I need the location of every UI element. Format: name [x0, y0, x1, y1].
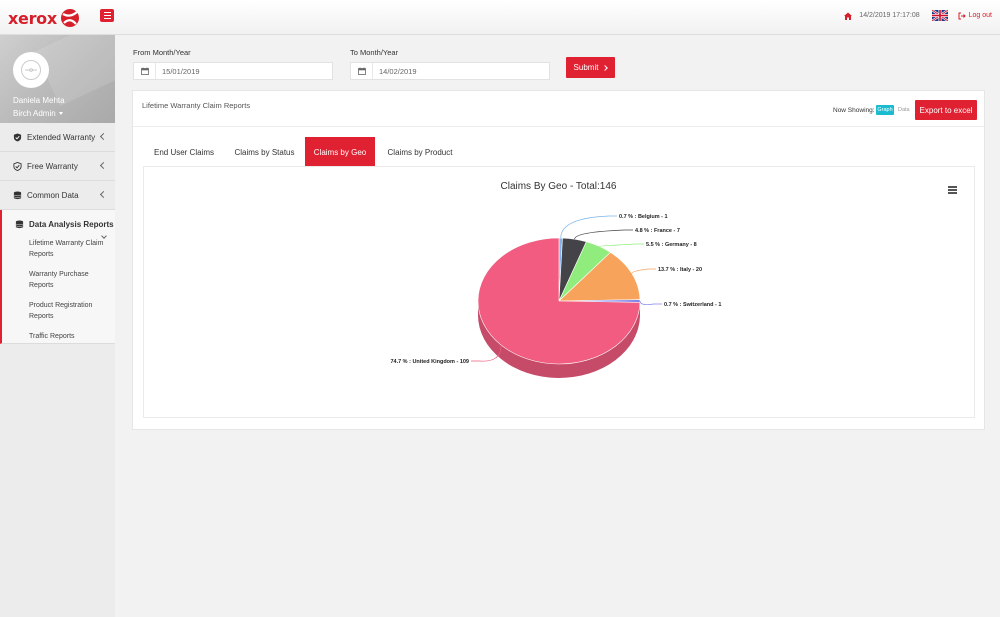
export-to-excel-button[interactable]: Export to excel	[915, 100, 977, 120]
data-toggle[interactable]: Data	[898, 107, 910, 113]
avatar-placeholder-icon	[21, 60, 41, 80]
shield-icon	[13, 132, 22, 142]
sidebar-item-label: Free Warranty	[27, 161, 78, 171]
tab-end-user-claims[interactable]: End User Claims	[153, 147, 214, 157]
tab-claims-by-geo[interactable]: Claims by Geo	[305, 137, 375, 167]
profile-card: Daniela Mehta Birch Admin	[0, 35, 115, 123]
xerox-logo[interactable]: xerox	[8, 7, 80, 29]
chevron-right-icon	[602, 64, 609, 71]
chevron-left-icon	[99, 161, 108, 170]
chevron-down-icon	[101, 233, 107, 239]
check-shield-icon	[13, 161, 22, 171]
logout-label: Log out	[968, 12, 992, 19]
chevron-left-icon	[99, 132, 108, 141]
logout-link[interactable]: Log out	[958, 12, 992, 20]
chart-menu-icon[interactable]	[948, 186, 957, 194]
calendar-icon-box	[351, 63, 373, 79]
from-date-value: 15/01/2019	[162, 66, 200, 76]
sidebar-item-common-data[interactable]: Common Data	[0, 181, 115, 210]
pie-label-switzerland: 0.7 % : Switzerland - 1	[664, 302, 721, 308]
top-bar: xerox 14/2/2019 17:17:08 Log	[0, 0, 1000, 35]
pie-label-belgium: 0.7 % : Belgium - 1	[619, 214, 668, 220]
submit-button[interactable]: Submit	[566, 57, 615, 78]
pie-chart: 0.7 % : Belgium - 1 4.8 % : France - 7 5.5…	[390, 214, 721, 379]
sidebar-item-label: Common Data	[27, 190, 79, 200]
sub-item-traffic[interactable]: Traffic Reports	[29, 333, 75, 340]
header-right: 14/2/2019 17:17:08 Log out	[843, 10, 992, 21]
logout-icon	[958, 12, 966, 19]
header-datetime: 14/2/2019 17:17:08	[859, 12, 920, 19]
panel-header: Lifetime Warranty Claim Reports Now Show…	[133, 91, 984, 127]
from-date-field[interactable]: 15/01/2019	[133, 62, 333, 80]
pie-connector-italy	[631, 268, 656, 274]
pie-connector-germany	[598, 243, 644, 247]
pie-label-germany: 5.5 % : Germany - 8	[646, 242, 697, 248]
sub-item-product-registration[interactable]: Product Registration Reports	[29, 302, 93, 320]
uk-flag-icon[interactable]	[931, 10, 948, 21]
menu-toggle-button[interactable]	[100, 9, 114, 22]
pie-label-france: 4.8 % : France - 7	[635, 228, 680, 234]
pie-label-united-kingdom: 74.7 % : United Kingdom - 109	[390, 359, 469, 365]
calendar-icon	[140, 67, 149, 75]
calendar-icon-box	[134, 63, 156, 79]
sidebar-item-data-analysis-reports: Data Analysis Reports Lifetime Warranty …	[0, 210, 115, 344]
sidebar-item-label: Extended Warranty	[27, 132, 96, 142]
pie-connector-france	[574, 229, 633, 240]
caret-down-icon	[58, 112, 63, 115]
sub-item-lifetime-warranty[interactable]: Lifetime Warranty Claim Reports	[29, 240, 104, 258]
pie-side-united-kingdom	[478, 301, 640, 379]
pie-connector-belgium	[560, 215, 617, 239]
submit-label: Submit	[573, 63, 599, 72]
sidebar-item-label: Data Analysis Reports	[29, 219, 114, 229]
chevron-left-icon	[99, 190, 108, 199]
calendar-icon	[357, 67, 366, 75]
brand-name: xerox	[8, 8, 57, 28]
to-month-label: To Month/Year	[350, 48, 399, 57]
sidebar-item-extended-warranty[interactable]: Extended Warranty	[0, 123, 115, 152]
sidebar: Daniela Mehta Birch Admin Extended Warra…	[0, 35, 115, 617]
chart-container	[143, 166, 975, 418]
chart-title: Claims By Geo - Total:146	[500, 181, 617, 192]
avatar[interactable]	[13, 52, 49, 88]
sub-item-warranty-purchase[interactable]: Warranty Purchase Reports	[29, 271, 89, 289]
pie-slice-united-kingdom[interactable]	[477, 237, 641, 365]
pie-label-italy: 13.7 % : Italy - 20	[658, 267, 702, 273]
pie-connector-united-kingdom	[471, 345, 502, 362]
to-date-value: 14/02/2019	[379, 66, 417, 76]
database-icon	[15, 219, 24, 228]
panel-title: Lifetime Warranty Claim Reports	[142, 101, 251, 110]
tab-claims-by-status[interactable]: Claims by Status	[234, 147, 295, 157]
graph-toggle[interactable]: Graph	[876, 105, 894, 115]
tab-claims-by-product[interactable]: Claims by Product	[387, 147, 453, 157]
from-month-label: From Month/Year	[133, 48, 191, 57]
to-date-field[interactable]: 14/02/2019	[350, 62, 550, 80]
report-panel: Lifetime Warranty Claim Reports Now Show…	[132, 90, 985, 430]
user-name: Daniela Mehta	[13, 96, 65, 105]
sidebar-item-data-analysis-header[interactable]: Data Analysis Reports	[13, 210, 115, 239]
now-showing-label: Now Showing:	[833, 107, 875, 114]
home-icon[interactable]	[843, 11, 853, 21]
database-icon	[13, 190, 22, 199]
user-role: Birch Admin	[13, 109, 56, 118]
xerox-ball-icon	[60, 9, 79, 27]
pie-connector-switzerland	[639, 300, 662, 305]
user-role-dropdown[interactable]: Birch Admin	[13, 109, 63, 118]
sidebar-item-free-warranty[interactable]: Free Warranty	[0, 152, 115, 181]
